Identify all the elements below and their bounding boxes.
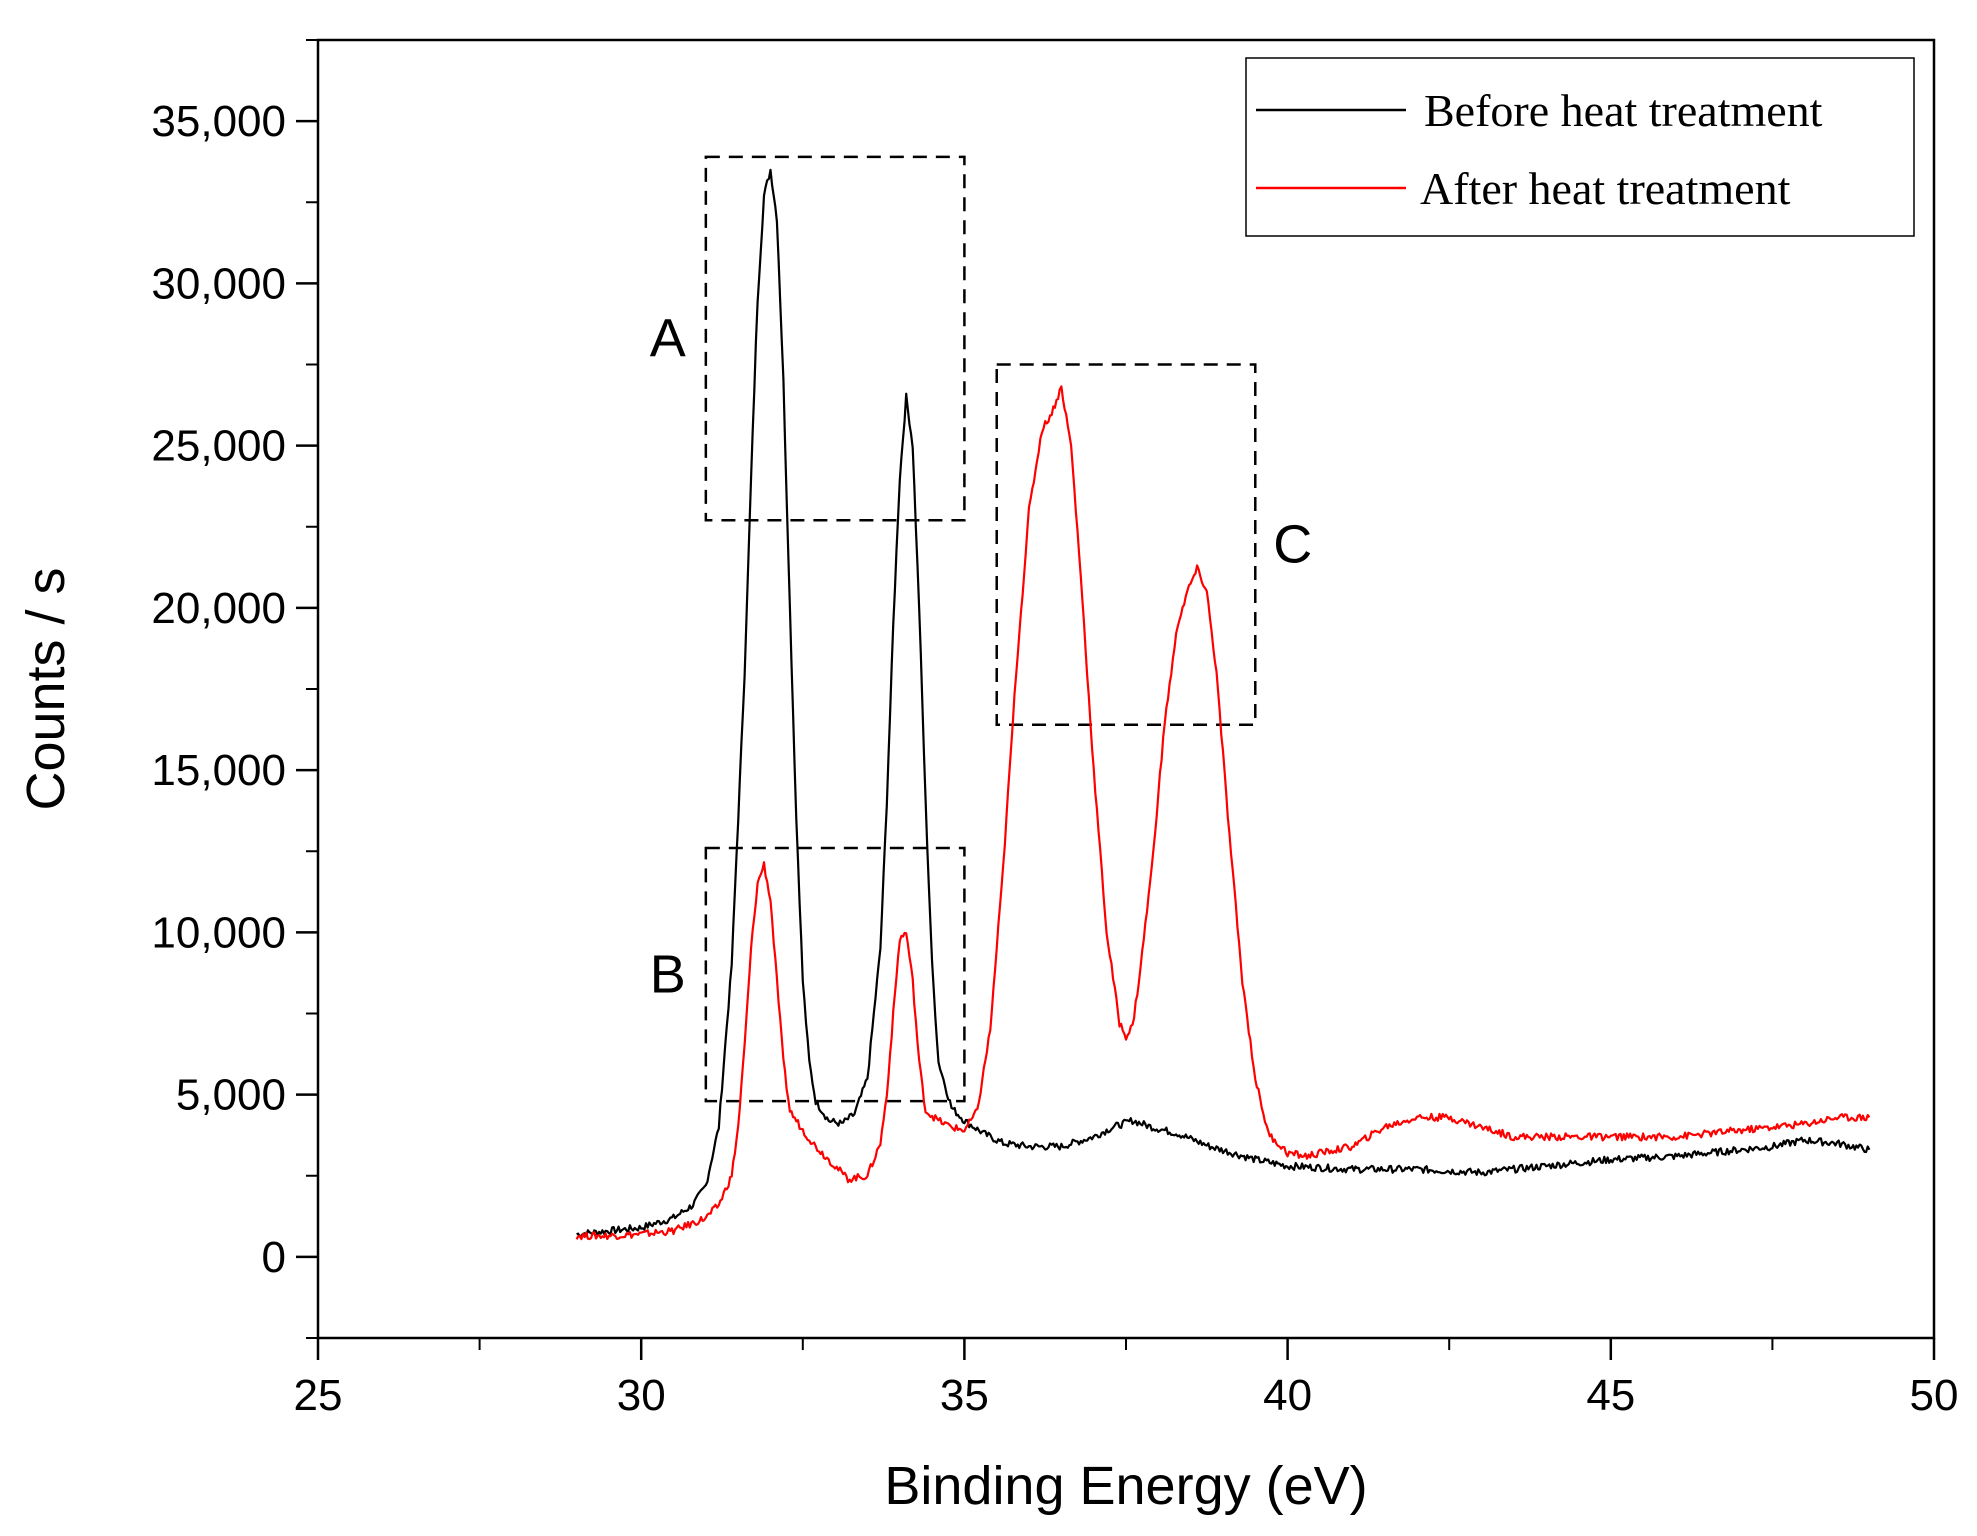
y-tick-label-25000: 25,000 <box>151 422 286 471</box>
y-tick-label-10000: 10,000 <box>151 908 286 957</box>
series-lines <box>575 168 1871 1241</box>
y-tick-label-5000: 5,000 <box>176 1071 286 1120</box>
x-tick-label-35: 35 <box>940 1371 989 1420</box>
y-tick-label-35000: 35,000 <box>151 97 286 146</box>
x-axis-title: Binding Energy (eV) <box>884 1456 1367 1516</box>
annotation-label-C: C <box>1273 515 1312 575</box>
x-tick-label-50: 50 <box>1910 1371 1959 1420</box>
legend-label-after: After heat treatment <box>1420 163 1791 214</box>
x-tick-label-30: 30 <box>617 1371 666 1420</box>
annotation-box-B <box>704 846 966 1103</box>
annotation-label-B: B <box>650 945 686 1005</box>
annotation-boxes: A B C <box>650 155 1312 1103</box>
y-tick-label-15000: 15,000 <box>151 746 286 795</box>
x-tick-label-45: 45 <box>1586 1371 1635 1420</box>
y-axis-title: Counts / s <box>16 567 76 810</box>
axis-ticks: 25 30 35 40 45 50 0 5,000 10,000 15,000 20,000 25,0… <box>151 39 1959 1420</box>
y-tick-label-0: 0 <box>262 1233 286 1282</box>
series-line-after-heat-treatment <box>575 385 1871 1241</box>
x-tick-label-25: 25 <box>294 1371 343 1420</box>
series-line-before-heat-treatment <box>576 168 1871 1238</box>
annotation-box-A <box>704 155 966 522</box>
y-tick-label-20000: 20,000 <box>151 584 286 633</box>
annotation-label-A: A <box>650 309 686 369</box>
legend: Before heat treatment After heat treatme… <box>1245 57 1915 237</box>
legend-box <box>1245 57 1915 237</box>
x-tick-label-40: 40 <box>1263 1371 1312 1420</box>
legend-label-before: Before heat treatment <box>1424 85 1823 136</box>
y-tick-label-30000: 30,000 <box>151 259 286 308</box>
annotation-box-C <box>995 363 1257 726</box>
